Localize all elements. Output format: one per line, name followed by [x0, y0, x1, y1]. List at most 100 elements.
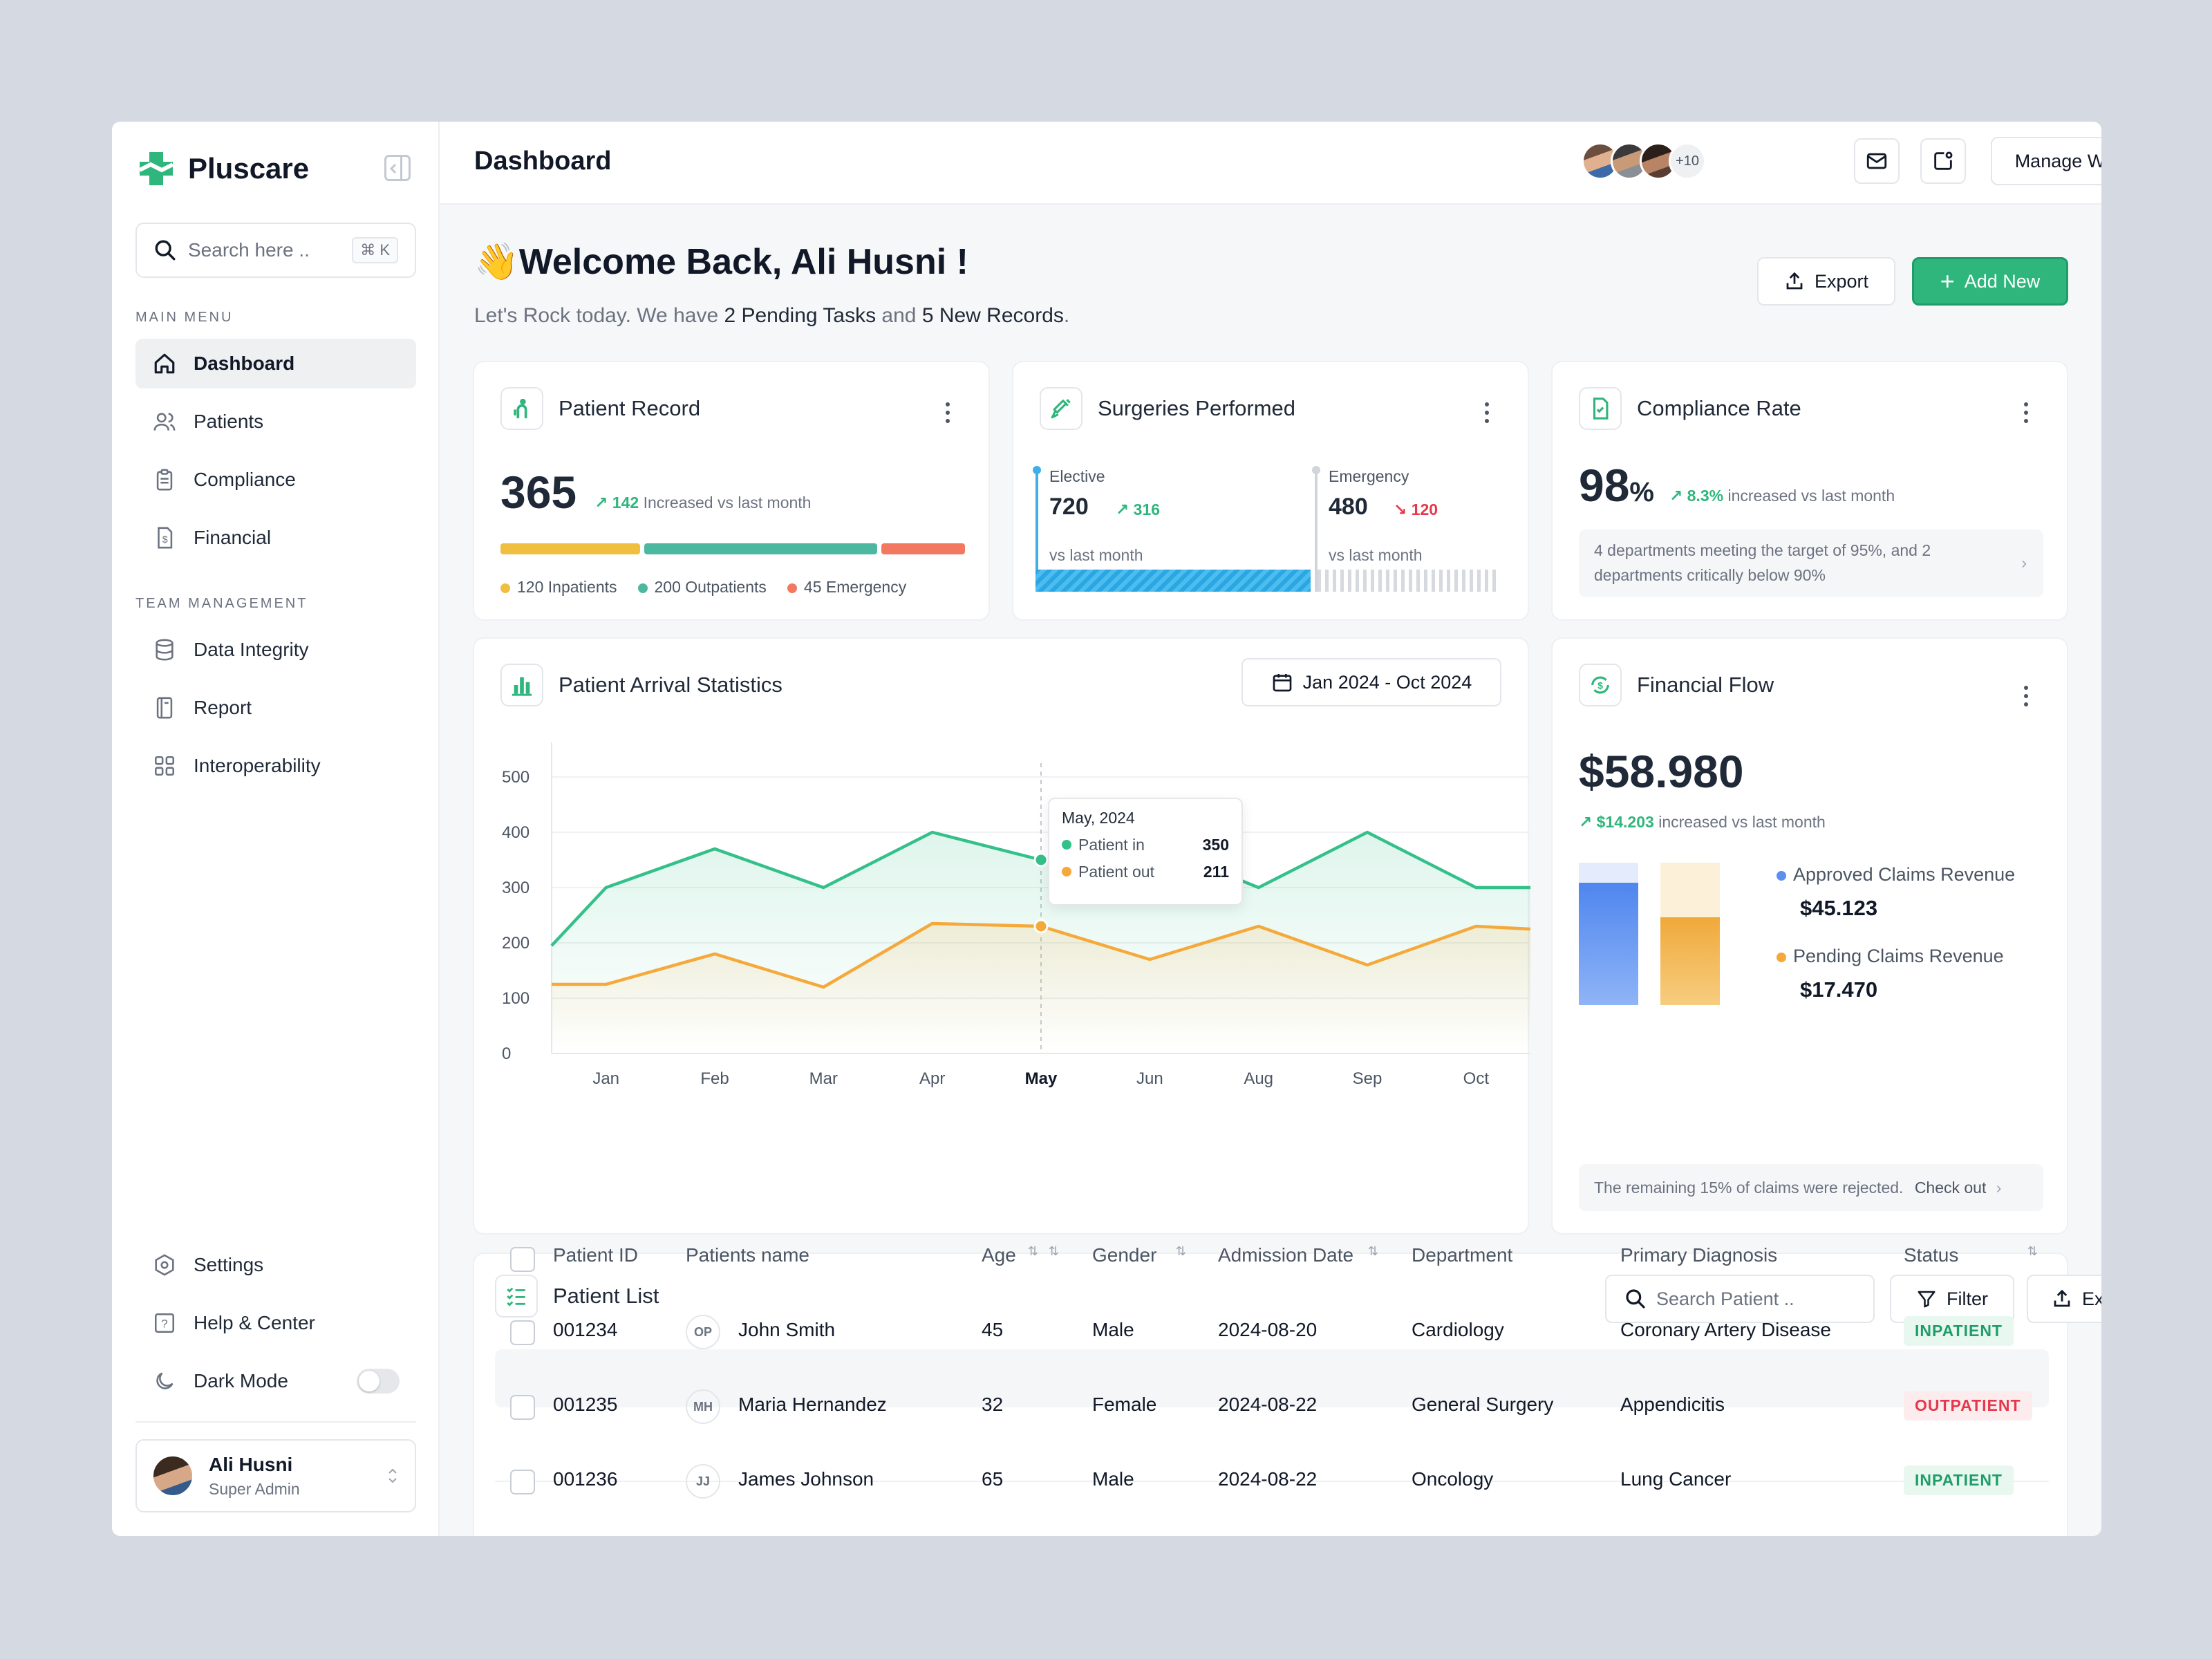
- mail-button[interactable]: [1854, 138, 1900, 184]
- cell-gender: Male: [1092, 1468, 1134, 1490]
- emergency-segment: [881, 543, 965, 554]
- check-out-link[interactable]: Check out: [1914, 1179, 1987, 1197]
- date-range-picker[interactable]: Jan 2024 - Oct 2024: [1241, 658, 1501, 706]
- col-admission-date[interactable]: Admission Date ⇅: [1218, 1244, 1378, 1266]
- export-button[interactable]: Export: [1757, 257, 1895, 306]
- row-checkbox[interactable]: [510, 1470, 535, 1494]
- home-icon: [152, 351, 177, 376]
- top-header: Dashboard +10 Manage Widgets: [440, 122, 2101, 205]
- patient-list-card: Patient List Search Patient .. Filter Ex…: [473, 1253, 2101, 1536]
- sidebar-item-label: Help & Center: [194, 1312, 315, 1333]
- row-checkbox[interactable]: [510, 1395, 535, 1420]
- sidebar-item-help[interactable]: ? Help & Center: [135, 1298, 416, 1348]
- col-primary-diagnosis[interactable]: Primary Diagnosis: [1620, 1244, 1778, 1266]
- sidebar: Pluscare Search here .. ⌘ K MAIN MENU Da…: [112, 122, 440, 1536]
- y-tick-label: 0: [502, 1044, 511, 1063]
- card-title: Patient List: [553, 1284, 659, 1308]
- filter-button[interactable]: Filter: [1890, 1275, 2014, 1323]
- chart-tooltip: May, 2024 Patient in 350 Patient out 211: [1048, 798, 1243, 906]
- row-checkbox[interactable]: [510, 1320, 535, 1345]
- financial-note: The remaining 15% of claims were rejecte…: [1594, 1179, 1904, 1197]
- brand[interactable]: Pluscare: [137, 149, 309, 188]
- welcome-sub-text: .: [1063, 304, 1070, 327]
- collapse-sidebar-icon[interactable]: [384, 155, 411, 181]
- emergency-label: Emergency: [1329, 467, 1409, 485]
- more-options-icon[interactable]: [2024, 686, 2028, 706]
- svg-text:?: ?: [161, 1317, 167, 1330]
- patient-initials-avatar: OP: [686, 1315, 720, 1349]
- sidebar-item-label: Data Integrity: [194, 639, 309, 660]
- card-title: Surgeries Performed: [1098, 396, 1296, 420]
- sidebar-item-interoperability[interactable]: Interoperability: [135, 741, 416, 791]
- chevron-up-down-icon: [388, 1468, 397, 1483]
- compliance-note: 4 departments meeting the target of 95%,…: [1594, 541, 1931, 584]
- col-patient-name[interactable]: Patients name ⇅: [686, 1244, 1038, 1266]
- patient-segment-bar: [500, 543, 965, 554]
- sidebar-item-label: Report: [194, 697, 252, 718]
- tooltip-title: May, 2024: [1062, 809, 1135, 827]
- export-label: Export: [2081, 1288, 2101, 1309]
- patient-delta-text: Increased vs last month: [643, 494, 812, 512]
- x-tick-label: Jun: [1136, 1069, 1163, 1088]
- user-profile-card[interactable]: Ali Husni Super Admin: [135, 1439, 416, 1512]
- patient-record-icon: [500, 387, 543, 430]
- cell-department: Oncology: [1412, 1468, 1494, 1490]
- sidebar-item-financial[interactable]: $ Financial: [135, 513, 416, 563]
- sidebar-item-patients[interactable]: Patients: [135, 397, 416, 447]
- sort-icon: ⇅: [2027, 1244, 2038, 1258]
- share-button[interactable]: [1920, 138, 1966, 184]
- col-patient-id[interactable]: Patient ID: [553, 1244, 638, 1266]
- tooltip-in-value: 350: [1202, 836, 1229, 854]
- checklist-icon: [495, 1275, 538, 1318]
- bar-chart-icon: [500, 664, 543, 706]
- clipboard-icon: [152, 467, 177, 492]
- col-department[interactable]: Department: [1412, 1244, 1513, 1266]
- sidebar-item-data-integrity[interactable]: Data Integrity: [135, 625, 416, 675]
- compliance-note-box[interactable]: 4 departments meeting the target of 95%,…: [1579, 529, 2043, 597]
- col-status[interactable]: Status ⇅: [1904, 1244, 2038, 1266]
- x-tick-label: Aug: [1244, 1069, 1273, 1088]
- chevron-right-icon: ›: [1996, 1179, 2002, 1197]
- table-export-button[interactable]: Export: [2027, 1275, 2101, 1323]
- manage-widgets-button[interactable]: Manage Widgets: [1991, 137, 2101, 185]
- select-all-checkbox[interactable]: [510, 1247, 535, 1272]
- elective-bar: [1035, 570, 1311, 592]
- financial-delta-text: increased vs last month: [1658, 813, 1826, 831]
- emergency-bar: [1318, 570, 1497, 592]
- emergency-marker: [1315, 470, 1318, 592]
- more-options-icon[interactable]: [1485, 402, 1489, 423]
- cell-patient-name[interactable]: Maria Hernandez: [738, 1394, 887, 1415]
- sidebar-search-input[interactable]: Search here .. ⌘ K: [135, 223, 416, 278]
- patient-initials-avatar: JJ: [686, 1464, 720, 1499]
- dark-mode-toggle[interactable]: [357, 1369, 400, 1394]
- search-shortcut: ⌘ K: [352, 237, 398, 263]
- financial-total: $58.980: [1579, 746, 1744, 797]
- tooltip-in-label: Patient in: [1078, 836, 1145, 854]
- avatar: [1582, 142, 1619, 180]
- page-title: Dashboard: [474, 147, 612, 176]
- elective-delta-group: ↗ 316: [1116, 500, 1160, 519]
- more-options-icon[interactable]: [946, 402, 950, 423]
- sidebar-item-settings[interactable]: Settings: [135, 1240, 416, 1290]
- search-icon: [1626, 1289, 1645, 1309]
- sidebar-item-dashboard[interactable]: Dashboard: [135, 339, 416, 388]
- chevron-right-icon: ›: [2021, 554, 2027, 572]
- col-age[interactable]: Age ⇅: [982, 1244, 1059, 1266]
- y-tick-label: 300: [502, 879, 529, 897]
- patient-search-input[interactable]: Search Patient ..: [1605, 1275, 1875, 1323]
- sort-icon: ⇅: [1367, 1244, 1378, 1258]
- cell-admission-date: 2024-08-22: [1218, 1394, 1318, 1415]
- team-avatars[interactable]: +10: [1582, 142, 1706, 180]
- elective-marker-dot: [1033, 466, 1041, 474]
- col-gender[interactable]: Gender ⇅: [1092, 1244, 1186, 1266]
- sidebar-item-compliance[interactable]: Compliance: [135, 455, 416, 505]
- sidebar-item-report[interactable]: Report: [135, 683, 416, 733]
- tooltip-out-value: 211: [1203, 863, 1229, 881]
- cell-diagnosis: Lung Cancer: [1620, 1468, 1732, 1490]
- cell-patient-name[interactable]: James Johnson: [738, 1468, 874, 1490]
- x-tick-label: Apr: [919, 1069, 945, 1088]
- cell-patient-name[interactable]: John Smith: [738, 1319, 836, 1340]
- add-new-button[interactable]: + Add New: [1912, 257, 2068, 306]
- financial-note-box[interactable]: The remaining 15% of claims were rejecte…: [1579, 1164, 2043, 1211]
- more-options-icon[interactable]: [2024, 402, 2028, 423]
